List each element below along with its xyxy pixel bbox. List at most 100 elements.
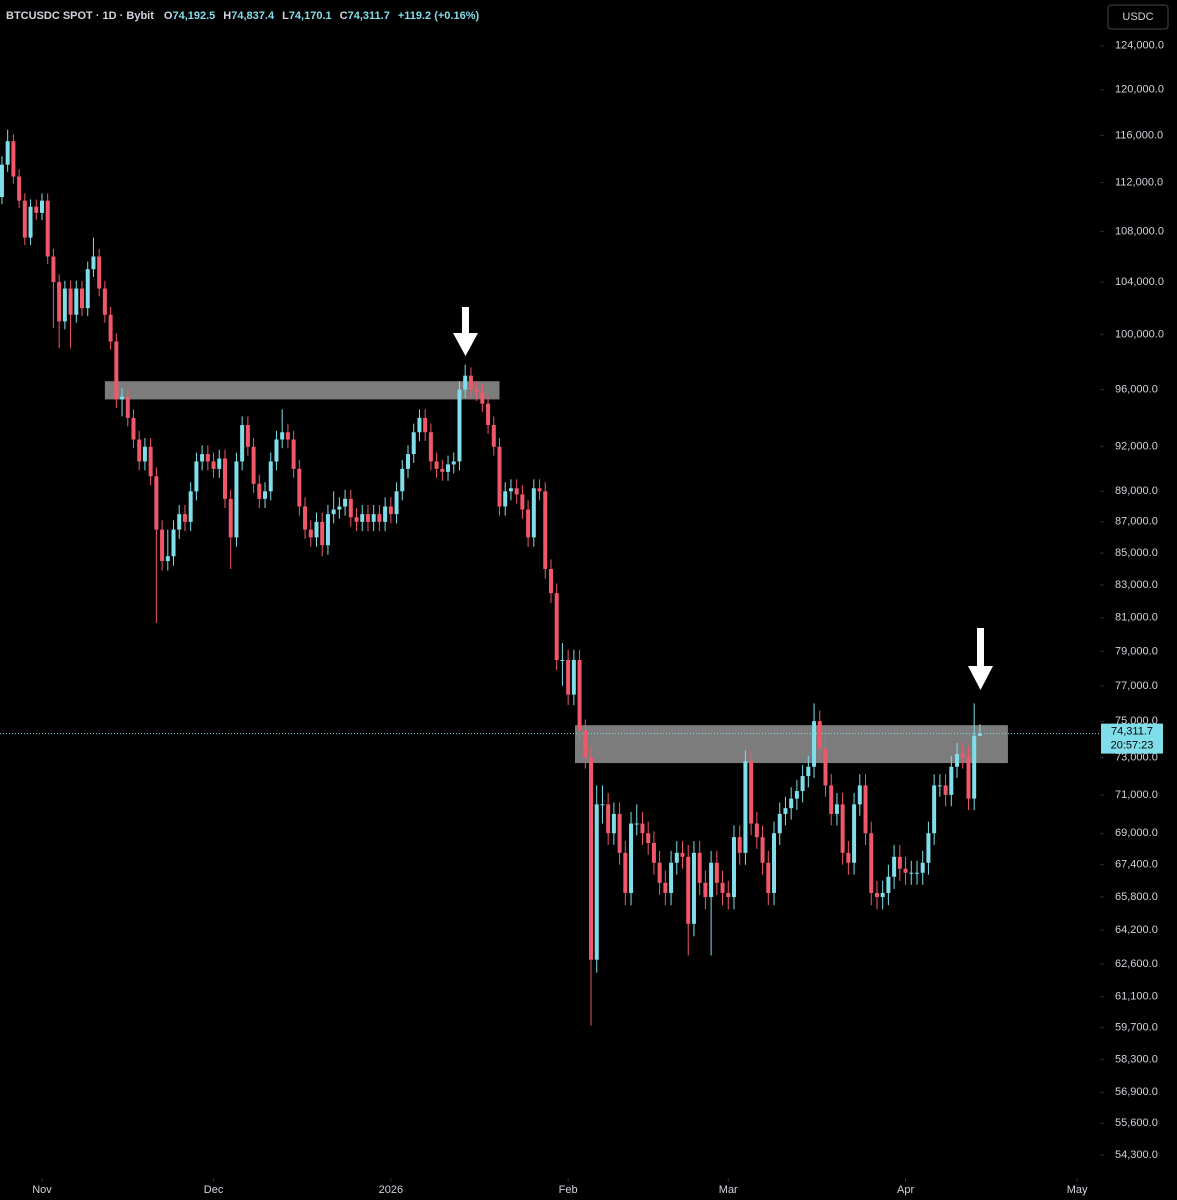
candle-body: [863, 785, 868, 834]
candle-body: [600, 804, 605, 806]
candle-body: [611, 813, 616, 834]
candle-body: [589, 757, 594, 960]
y-tick-label: 54,300.0: [1115, 1149, 1158, 1161]
y-tick-label: 87,000.0: [1115, 516, 1158, 528]
candle-body: [423, 417, 428, 433]
candle-body: [131, 417, 136, 440]
candle-body: [960, 753, 965, 758]
button-frame[interactable]: [1107, 4, 1169, 30]
candle-body: [508, 488, 513, 492]
candle-body: [491, 425, 496, 447]
ohlc-value: 74,311.7: [348, 10, 390, 22]
candle-body: [91, 256, 96, 270]
candle-body: [857, 785, 862, 805]
arrow: [968, 628, 993, 690]
y-tick-label: 120,000.0: [1115, 84, 1164, 96]
price-zone: [104, 381, 500, 400]
y-tick-label: 62,600.0: [1115, 958, 1158, 970]
candle-body: [165, 556, 170, 562]
candle-body: [348, 498, 353, 518]
candle-body: [629, 823, 634, 893]
candle-body: [852, 804, 857, 863]
x-tick-label: Feb: [559, 1184, 578, 1196]
y-tick-label: 61,100.0: [1115, 990, 1158, 1002]
y-tick-label: 89,000.0: [1115, 485, 1158, 497]
candle-body: [743, 761, 748, 853]
candle-body: [211, 461, 216, 469]
ohlc-key: C: [340, 10, 348, 22]
candle-body: [468, 375, 473, 390]
candle-body: [606, 804, 611, 834]
candle-body: [222, 458, 227, 499]
candle-body: [531, 488, 536, 538]
header: BTCUSDC SPOT · 1D · Bybit O 74,192.5 H 74,8…: [6, 10, 479, 22]
candle-body: [263, 491, 268, 499]
candle-body: [926, 833, 931, 863]
candle-body: [325, 514, 330, 546]
ohlc-key: O: [164, 10, 173, 22]
candle-body: [400, 468, 405, 492]
candle-body: [308, 529, 313, 538]
candle-body: [731, 837, 736, 898]
candle-body: [377, 514, 382, 522]
candle-body: [806, 766, 811, 777]
x-tick-label: 2026: [379, 1184, 403, 1196]
candle-body: [869, 833, 874, 893]
candle-body: [537, 488, 542, 492]
candle-body: [680, 852, 685, 857]
y-tick-label: 83,000.0: [1115, 579, 1158, 591]
currency-label[interactable]: USDC: [1122, 11, 1153, 23]
ohlc-value: 74,837.4: [231, 10, 275, 22]
candle-body: [846, 852, 851, 863]
candle-body: [251, 446, 256, 484]
candle-body: [503, 491, 508, 507]
candle-body: [97, 256, 102, 289]
candle-body: [766, 862, 771, 893]
candle-body: [640, 823, 645, 834]
candle-body: [217, 458, 222, 469]
candle-body: [686, 856, 691, 924]
candle-body: [137, 439, 142, 462]
candle-body: [62, 288, 67, 322]
candle-body: [125, 396, 130, 418]
candle-body: [188, 491, 193, 522]
candle-body: [394, 491, 399, 515]
candle-body: [108, 314, 113, 342]
candle-body: [663, 882, 668, 893]
candle-body: [114, 341, 119, 400]
candle-body: [120, 396, 125, 400]
candle-body: [892, 856, 897, 877]
arrow: [453, 307, 478, 356]
candle-body: [657, 862, 662, 883]
candle-body: [303, 506, 308, 530]
y-tick-label: 100,000.0: [1115, 329, 1164, 341]
candle-body: [463, 375, 468, 390]
candle-body: [457, 389, 462, 462]
candle-body: [560, 659, 565, 661]
candle-body: [320, 521, 325, 546]
candle-body: [245, 425, 250, 447]
candle-body: [428, 432, 433, 462]
candle-body: [446, 464, 451, 472]
candle-body: [68, 288, 73, 315]
currency-button[interactable]: USDC: [1107, 4, 1169, 30]
x-tick-label: Dec: [204, 1184, 224, 1196]
candle-body: [148, 446, 153, 477]
candle-body: [85, 269, 90, 309]
candle-body: [497, 446, 502, 507]
candle-body: [5, 141, 10, 165]
y-tick-label: 96,000.0: [1115, 384, 1158, 396]
candle-body: [669, 862, 674, 893]
candle-body: [697, 852, 702, 883]
y-tick-label: 124,000.0: [1115, 40, 1164, 52]
candle-body: [617, 813, 622, 853]
candle-body: [0, 164, 4, 197]
candle-body: [74, 288, 79, 315]
candle-body: [955, 753, 960, 767]
y-tick-label: 64,200.0: [1115, 924, 1158, 936]
candle-body: [812, 721, 817, 767]
y-tick-label: 81,000.0: [1115, 612, 1158, 624]
y-tick-label: 92,000.0: [1115, 441, 1158, 453]
y-tick-label: 65,800.0: [1115, 891, 1158, 903]
candle-body: [22, 200, 27, 238]
